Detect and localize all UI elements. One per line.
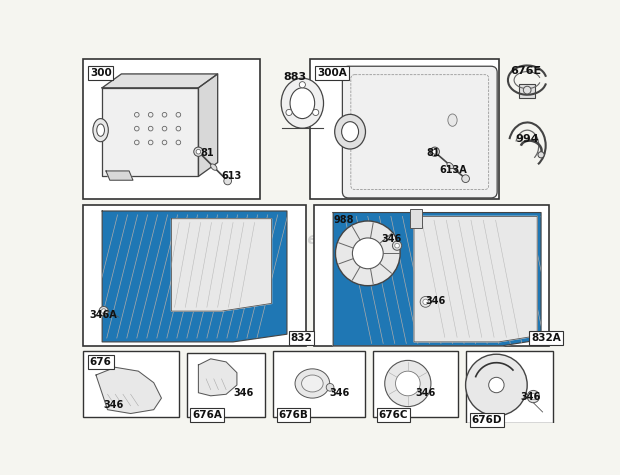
Text: 613: 613 bbox=[221, 171, 242, 181]
Circle shape bbox=[396, 371, 420, 396]
Bar bbox=[83, 205, 306, 346]
Ellipse shape bbox=[301, 375, 323, 392]
Circle shape bbox=[462, 175, 469, 182]
Text: 346: 346 bbox=[520, 392, 541, 402]
Circle shape bbox=[99, 306, 108, 316]
Circle shape bbox=[335, 221, 400, 285]
Text: 346: 346 bbox=[329, 388, 350, 398]
Ellipse shape bbox=[93, 119, 108, 142]
Circle shape bbox=[433, 150, 437, 154]
Ellipse shape bbox=[211, 164, 217, 170]
Text: 81: 81 bbox=[201, 148, 215, 158]
Ellipse shape bbox=[295, 369, 330, 398]
Bar bbox=[83, 351, 179, 418]
Circle shape bbox=[299, 82, 306, 88]
Polygon shape bbox=[414, 217, 537, 342]
Circle shape bbox=[385, 361, 431, 407]
Ellipse shape bbox=[342, 122, 358, 142]
Text: 676A: 676A bbox=[192, 409, 222, 419]
Ellipse shape bbox=[335, 114, 365, 149]
Circle shape bbox=[194, 147, 203, 156]
Text: 300: 300 bbox=[90, 68, 112, 78]
Bar bbox=[314, 205, 549, 346]
Text: 676: 676 bbox=[90, 357, 112, 367]
FancyBboxPatch shape bbox=[342, 66, 497, 198]
Polygon shape bbox=[414, 217, 537, 342]
Text: 346: 346 bbox=[415, 388, 436, 398]
Polygon shape bbox=[172, 218, 272, 311]
Bar bbox=[410, 209, 422, 228]
Ellipse shape bbox=[281, 78, 324, 128]
Circle shape bbox=[423, 299, 428, 304]
Polygon shape bbox=[172, 218, 272, 311]
Polygon shape bbox=[102, 211, 287, 342]
Bar bbox=[520, 84, 535, 98]
Text: eReplacementParts.com: eReplacementParts.com bbox=[214, 232, 422, 247]
Circle shape bbox=[538, 152, 544, 158]
Circle shape bbox=[286, 109, 292, 115]
Text: 346A: 346A bbox=[89, 310, 117, 320]
Circle shape bbox=[395, 243, 399, 248]
Polygon shape bbox=[198, 359, 237, 396]
Circle shape bbox=[420, 296, 431, 307]
Text: 988: 988 bbox=[333, 215, 353, 225]
Circle shape bbox=[466, 354, 527, 416]
Bar bbox=[187, 353, 265, 418]
Ellipse shape bbox=[97, 124, 104, 136]
Bar bbox=[466, 351, 552, 423]
Text: 883: 883 bbox=[283, 72, 306, 82]
Polygon shape bbox=[333, 212, 541, 346]
Polygon shape bbox=[106, 171, 133, 180]
Text: 676E: 676E bbox=[510, 66, 541, 76]
Circle shape bbox=[523, 86, 531, 94]
Circle shape bbox=[527, 390, 539, 403]
Bar bbox=[310, 59, 498, 200]
Ellipse shape bbox=[290, 88, 315, 119]
Circle shape bbox=[326, 383, 334, 391]
Circle shape bbox=[489, 377, 504, 393]
Polygon shape bbox=[102, 74, 218, 88]
Polygon shape bbox=[96, 367, 161, 414]
Circle shape bbox=[430, 147, 440, 156]
Text: 994: 994 bbox=[516, 134, 539, 144]
Polygon shape bbox=[102, 88, 198, 176]
Bar bbox=[83, 59, 260, 200]
Text: 81: 81 bbox=[427, 148, 440, 158]
Circle shape bbox=[352, 238, 383, 269]
Text: 346: 346 bbox=[104, 399, 124, 409]
Circle shape bbox=[102, 309, 106, 314]
Circle shape bbox=[224, 177, 231, 185]
Ellipse shape bbox=[448, 114, 457, 126]
Text: 300A: 300A bbox=[317, 68, 347, 78]
Bar bbox=[373, 351, 458, 418]
Polygon shape bbox=[198, 74, 218, 176]
Text: 832A: 832A bbox=[531, 332, 560, 342]
Polygon shape bbox=[333, 212, 541, 346]
Text: 346: 346 bbox=[233, 388, 254, 398]
Ellipse shape bbox=[447, 162, 453, 169]
Text: 832: 832 bbox=[291, 332, 312, 342]
Text: 676D: 676D bbox=[472, 415, 502, 425]
Circle shape bbox=[312, 109, 319, 115]
Text: 676B: 676B bbox=[278, 409, 308, 419]
Text: 676C: 676C bbox=[379, 409, 408, 419]
Circle shape bbox=[196, 150, 201, 154]
Circle shape bbox=[530, 393, 536, 399]
Circle shape bbox=[392, 241, 402, 250]
Text: 346: 346 bbox=[382, 234, 402, 244]
Bar bbox=[273, 351, 365, 418]
Polygon shape bbox=[102, 211, 287, 342]
Text: 346: 346 bbox=[425, 296, 446, 306]
Text: 613A: 613A bbox=[440, 165, 467, 175]
